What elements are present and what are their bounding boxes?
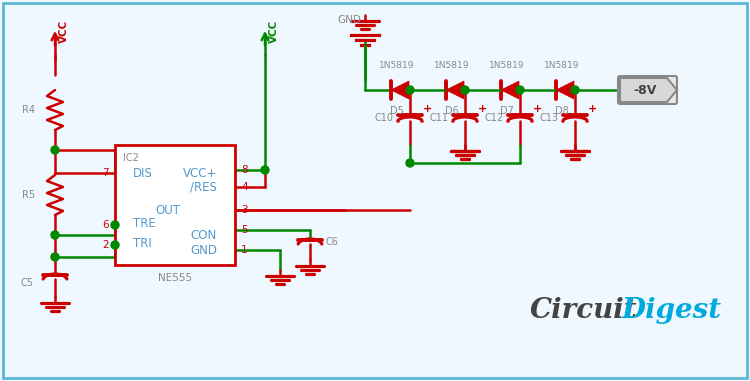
FancyBboxPatch shape (618, 76, 677, 104)
Polygon shape (501, 81, 519, 99)
Text: CON: CON (190, 229, 217, 242)
Text: TRI: TRI (133, 237, 152, 250)
Text: 6: 6 (103, 220, 109, 230)
Circle shape (406, 86, 414, 94)
Polygon shape (446, 81, 464, 99)
Text: C13: C13 (540, 113, 559, 123)
Circle shape (516, 86, 524, 94)
Circle shape (111, 241, 119, 249)
Text: C6: C6 (326, 237, 339, 247)
Circle shape (261, 166, 269, 174)
Circle shape (571, 86, 579, 94)
Text: 1: 1 (241, 245, 248, 255)
Text: +: + (423, 104, 432, 114)
Text: D5: D5 (390, 106, 404, 116)
Polygon shape (391, 81, 409, 99)
Circle shape (51, 146, 59, 154)
Text: NE555: NE555 (158, 273, 192, 283)
Text: C12: C12 (484, 113, 504, 123)
Circle shape (111, 221, 119, 229)
Text: 1N5819: 1N5819 (380, 61, 415, 70)
Text: IC2: IC2 (123, 153, 139, 163)
Text: +: + (533, 104, 542, 114)
Circle shape (51, 231, 59, 239)
Text: Circuit: Circuit (530, 296, 638, 323)
Text: +: + (588, 104, 597, 114)
Text: OUT: OUT (155, 203, 180, 216)
Text: +: + (478, 104, 488, 114)
Text: C5: C5 (20, 278, 33, 288)
Text: R5: R5 (22, 190, 35, 200)
Text: 1N5819: 1N5819 (489, 61, 525, 70)
Text: D7: D7 (500, 106, 514, 116)
Text: DIS: DIS (133, 166, 153, 179)
Text: VCC: VCC (269, 20, 279, 43)
Text: 3: 3 (241, 205, 248, 215)
Text: 8: 8 (241, 165, 248, 175)
Text: 5: 5 (241, 225, 248, 235)
Text: 1N5819: 1N5819 (434, 61, 470, 70)
Polygon shape (620, 78, 677, 102)
Text: GND: GND (337, 15, 361, 25)
Text: TRE: TRE (133, 216, 156, 229)
Text: /RES: /RES (190, 181, 217, 194)
Text: GND: GND (190, 243, 217, 256)
Text: VCC: VCC (59, 20, 69, 43)
Text: D8: D8 (555, 106, 568, 116)
Text: 1N5819: 1N5819 (544, 61, 580, 70)
Text: C11: C11 (430, 113, 449, 123)
Polygon shape (556, 81, 574, 99)
Circle shape (51, 253, 59, 261)
Text: 7: 7 (103, 168, 109, 178)
Circle shape (406, 159, 414, 167)
Text: 2: 2 (103, 240, 109, 250)
Circle shape (461, 86, 469, 94)
Text: -8V: -8V (633, 83, 657, 96)
Text: R4: R4 (22, 105, 35, 115)
Text: C10: C10 (375, 113, 394, 123)
Text: VCC+: VCC+ (183, 166, 217, 179)
FancyBboxPatch shape (115, 145, 235, 265)
Text: D6: D6 (445, 106, 459, 116)
Text: Digest: Digest (622, 296, 722, 323)
Text: 4: 4 (241, 182, 248, 192)
